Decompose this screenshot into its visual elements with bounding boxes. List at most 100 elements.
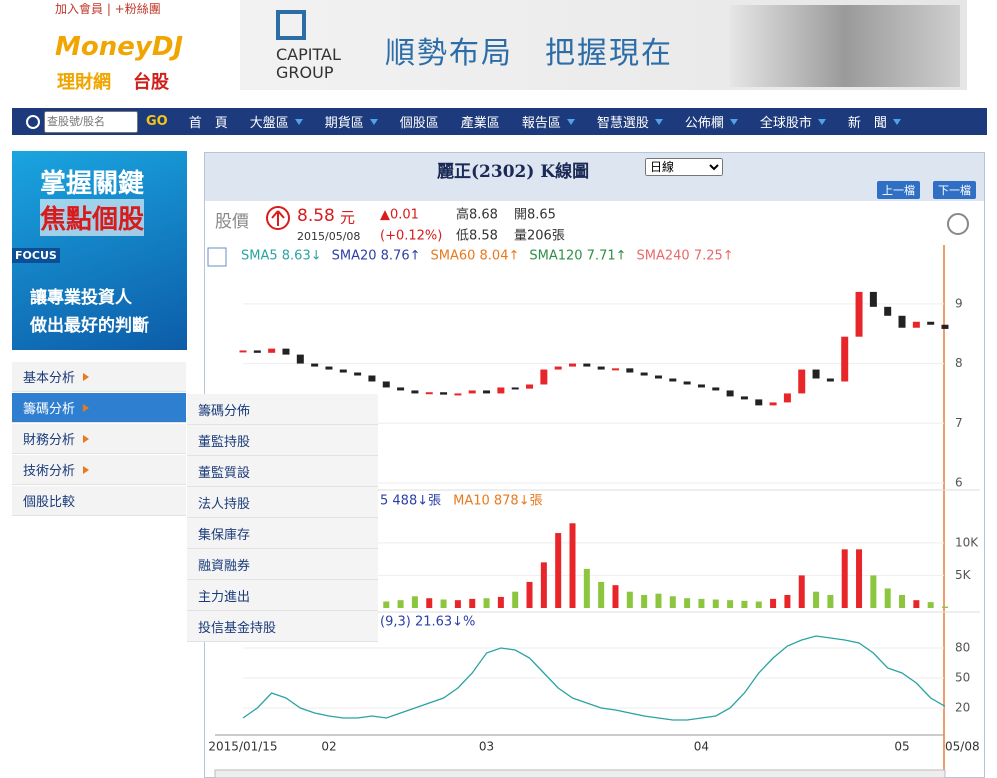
open: 開8.65 bbox=[514, 208, 556, 223]
sidebar-item[interactable]: 基本分析 bbox=[12, 362, 186, 392]
tool-icon[interactable] bbox=[207, 247, 227, 267]
banner-brand: CAPITAL GROUP bbox=[276, 46, 341, 82]
nav-item[interactable]: 全球股市 bbox=[760, 112, 826, 131]
nav-item[interactable]: 個股區 bbox=[400, 112, 439, 131]
candle bbox=[497, 387, 505, 394]
nav-item[interactable]: 公佈欄 bbox=[685, 112, 738, 131]
change: ▲0.01 bbox=[380, 208, 419, 223]
volume-bar bbox=[598, 581, 605, 608]
volume-bar bbox=[540, 562, 547, 608]
volume-bar bbox=[440, 599, 447, 608]
submenu-item[interactable]: 董監持股 bbox=[187, 425, 378, 456]
arrow bbox=[83, 434, 90, 443]
submenu-item[interactable]: 法人持股 bbox=[187, 487, 378, 518]
nav-label: 個股區 bbox=[399, 116, 439, 131]
volume-bar bbox=[397, 600, 404, 608]
y-tick-label: 10K bbox=[955, 535, 979, 549]
price-unit: 元 bbox=[340, 209, 355, 227]
x-tick-label: 05/08 bbox=[945, 740, 980, 754]
sidebar-item[interactable]: 個股比較 bbox=[12, 486, 186, 516]
nav-label: 期貨區 bbox=[324, 116, 364, 131]
nav-item[interactable]: 新 聞 bbox=[848, 112, 901, 131]
submenu-item[interactable]: 融資融券 bbox=[187, 549, 378, 580]
volume-bar bbox=[469, 598, 476, 608]
submenu-item[interactable]: 董監質設 bbox=[187, 456, 378, 487]
submenu-item[interactable]: 主力進出 bbox=[187, 580, 378, 611]
candle bbox=[826, 378, 834, 382]
nav-item[interactable]: 期貨區 bbox=[325, 112, 378, 131]
candle bbox=[440, 392, 448, 395]
volume-bar bbox=[612, 585, 619, 608]
nav-label: 公佈欄 bbox=[684, 116, 724, 131]
y-tick-label: 50 bbox=[955, 671, 970, 685]
candle bbox=[368, 375, 376, 382]
candle bbox=[869, 291, 877, 307]
nav-item[interactable]: 產業區 bbox=[461, 112, 500, 131]
next-button[interactable]: 下一檔 bbox=[933, 181, 976, 199]
nav-item[interactable]: 報告區 bbox=[522, 112, 575, 131]
logo[interactable]: MoneyDJ bbox=[55, 32, 184, 62]
candle bbox=[884, 306, 892, 316]
dropdown-arrow bbox=[294, 118, 303, 125]
prev-button[interactable]: 上一檔 bbox=[877, 181, 920, 199]
sma-legend: SMA20 8.76↑ bbox=[332, 249, 421, 264]
candle bbox=[411, 390, 419, 394]
candle bbox=[483, 390, 491, 394]
volume-bar bbox=[512, 591, 519, 608]
sma-legend: SMA60 8.04↑ bbox=[430, 249, 519, 264]
sma-legend: SMA240 7.25↑ bbox=[637, 249, 734, 264]
member-links[interactable]: 加入會員 | +粉絲團 bbox=[55, 2, 161, 16]
nav-label: 產業區 bbox=[460, 116, 500, 131]
candle bbox=[540, 369, 548, 385]
sidebar-label: 基本分析 bbox=[23, 371, 76, 386]
volume-bar bbox=[655, 593, 662, 608]
submenu-item[interactable]: 籌碼分佈 bbox=[187, 394, 378, 425]
nav-item[interactable]: 智慧選股 bbox=[597, 112, 663, 131]
candle bbox=[626, 368, 634, 373]
sidebar-item[interactable]: 財務分析 bbox=[12, 424, 186, 454]
logo-sub: 理財網 bbox=[57, 72, 111, 93]
period-select[interactable]: 日線 bbox=[645, 158, 723, 176]
scrollbar[interactable] bbox=[214, 769, 946, 778]
ad[interactable]: 掌握關鍵 焦點個股 FOCUS 讓專業投資人 做出最好的判斷 bbox=[12, 151, 187, 350]
candle bbox=[583, 363, 591, 367]
brand-line: GROUP bbox=[276, 63, 334, 82]
candle bbox=[683, 381, 691, 385]
submenu-item[interactable]: 投信基金持股 bbox=[187, 611, 378, 642]
submenu-item[interactable]: 集保庫存 bbox=[187, 518, 378, 549]
candle bbox=[425, 392, 433, 395]
candle bbox=[325, 366, 333, 370]
sidebar-item[interactable]: 籌碼分析 bbox=[12, 393, 186, 423]
nav-item[interactable]: 大盤區 bbox=[250, 112, 303, 131]
x-tick-label: 03 bbox=[479, 740, 494, 754]
volume-bar bbox=[526, 581, 533, 608]
dropdown-arrow bbox=[817, 118, 826, 125]
sidebar-item[interactable]: 技術分析 bbox=[12, 455, 186, 485]
candle bbox=[354, 372, 362, 376]
nav-item[interactable]: 首 頁 bbox=[189, 112, 228, 131]
candle bbox=[597, 366, 605, 370]
price-label: 股價 bbox=[215, 212, 249, 232]
sidebar-label: 籌碼分析 bbox=[23, 402, 76, 417]
sidebar-label: 個股比較 bbox=[23, 495, 76, 510]
candle bbox=[397, 387, 405, 391]
volume-bar bbox=[669, 596, 676, 608]
search-input[interactable] bbox=[44, 110, 138, 133]
settings-icon[interactable] bbox=[947, 213, 969, 235]
candle bbox=[640, 372, 648, 376]
y-tick-label: 6 bbox=[955, 476, 963, 490]
ad-line: 焦點個股 bbox=[40, 199, 145, 236]
candle bbox=[855, 291, 863, 337]
banner[interactable]: CAPITAL GROUP 順勢布局 把握現在 bbox=[240, 0, 967, 90]
volume-bar bbox=[727, 600, 734, 608]
volume-bar bbox=[755, 601, 762, 608]
volume-bar bbox=[483, 598, 490, 608]
go-button[interactable]: GO bbox=[146, 114, 168, 129]
candle bbox=[268, 348, 276, 353]
candle bbox=[712, 387, 720, 391]
sidebar-label: 財務分析 bbox=[23, 433, 76, 448]
volume-bar bbox=[798, 575, 805, 608]
candle bbox=[927, 321, 935, 325]
nav-items: 首 頁 大盤區 期貨區 個股區 產業區 報告區 智慧選股 公佈欄 全球股市 新 聞 bbox=[178, 112, 912, 131]
